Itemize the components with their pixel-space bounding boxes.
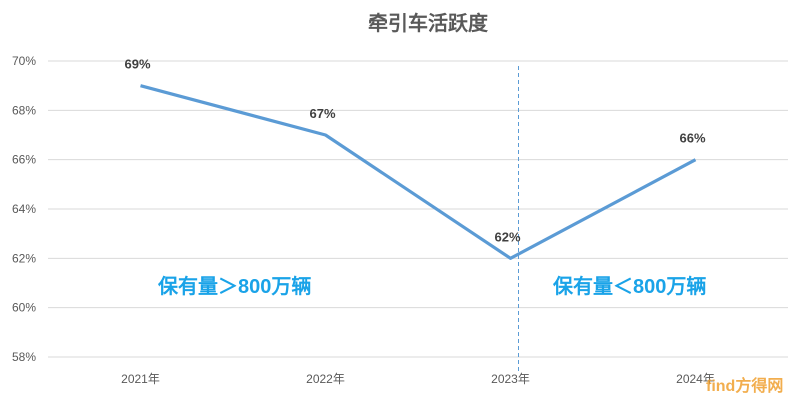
gridlines: [48, 60, 788, 358]
x-tick-label: 2021年: [121, 372, 160, 386]
y-tick-label: 70%: [12, 54, 36, 68]
series-line: [140, 84, 697, 260]
x-axis: 2021年 2022年 2023年 2024年: [121, 372, 715, 386]
chart-title: 牵引车活跃度: [368, 11, 489, 35]
y-tick-label: 66%: [12, 153, 36, 167]
x-tick-label: 2024年: [676, 372, 715, 386]
data-label: 62%: [494, 229, 520, 244]
y-axis: 58% 60% 62% 64% 66% 68% 70%: [12, 54, 36, 364]
y-tick-label: 58%: [12, 350, 36, 364]
data-label: 66%: [679, 131, 705, 146]
data-label: 69%: [124, 57, 150, 72]
annotation-left: 保有量＞800万辆: [157, 274, 311, 298]
watermark-logo: find方得网: [706, 376, 783, 395]
y-tick-label: 68%: [12, 103, 36, 117]
data-labels: 69% 67% 62% 66%: [124, 57, 705, 245]
x-tick-label: 2023年: [491, 372, 530, 386]
y-tick-label: 62%: [12, 251, 36, 265]
x-tick-label: 2022年: [306, 372, 345, 386]
y-tick-label: 64%: [12, 202, 36, 216]
y-tick-label: 60%: [12, 301, 36, 315]
annotation-right: 保有量＜800万辆: [552, 274, 706, 298]
data-label: 67%: [309, 106, 335, 121]
